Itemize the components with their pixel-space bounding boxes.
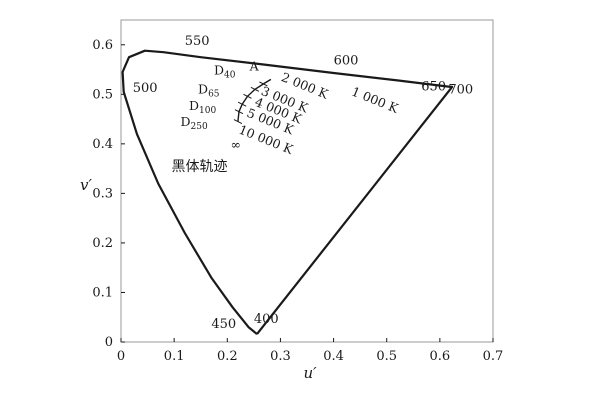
wavelength-label: 500 [133, 81, 158, 96]
x-tick-label: 0.3 [270, 349, 291, 364]
x-tick-label: 0.7 [483, 349, 504, 364]
wavelength-label: 400 [254, 312, 279, 327]
color-temperature-label: ∞ [230, 137, 240, 152]
x-tick-label: 0.6 [430, 349, 451, 364]
y-tick-label: 0.2 [92, 236, 113, 251]
illuminant-label: D40 [214, 62, 236, 80]
illuminant-label: D100 [189, 98, 216, 116]
illuminant-label: D65 [198, 81, 220, 99]
wavelength-label: 450 [211, 317, 236, 332]
y-tick-label: 0 [105, 335, 113, 350]
axis-tick-labels: 0 0.1 0.2 0.3 0.4 0.5 0.6 0.7 0 0.1 0.2 0.3 0.4 0.5 0.… [92, 38, 503, 364]
x-tick-label: 0.2 [217, 349, 238, 364]
x-tick-label: 0.4 [323, 349, 344, 364]
color-temperature-label: 1 000 K [349, 84, 401, 117]
illuminant-label: D250 [181, 114, 208, 132]
isotemperature-tick [243, 93, 252, 99]
y-tick-label: 0.4 [92, 137, 113, 152]
isotemperature-tick [250, 86, 260, 92]
illuminant-label: A [249, 59, 260, 74]
isotemperature-tick [259, 81, 268, 87]
isotemperature-tick [233, 119, 243, 125]
series-layer [121, 49, 454, 335]
wavelength-label: 650 [421, 79, 446, 94]
plot-frame [120, 19, 494, 343]
y-tick-label: 0.3 [92, 186, 113, 201]
y-tick-label: 0.5 [92, 87, 113, 102]
blackbody-locus-annotation: 黑体轨迹 [171, 159, 227, 175]
x-tick-label: 0.1 [164, 349, 185, 364]
wavelength-label: 700 [448, 82, 473, 97]
y-tick-label: 0.6 [92, 38, 113, 53]
x-tick-label: 0.5 [376, 349, 397, 364]
y-tick-label: 0.1 [92, 285, 113, 300]
x-axis-label: u′ [303, 364, 317, 382]
wavelength-label: 600 [334, 54, 359, 69]
y-axis-label: v′ [80, 176, 92, 194]
isotemperature-tick [237, 101, 247, 107]
x-tick-label: 0 [117, 349, 125, 364]
spectrum-locus-line [121, 49, 454, 335]
wavelength-label: 550 [185, 34, 210, 49]
isotemperature-tick [234, 109, 244, 115]
